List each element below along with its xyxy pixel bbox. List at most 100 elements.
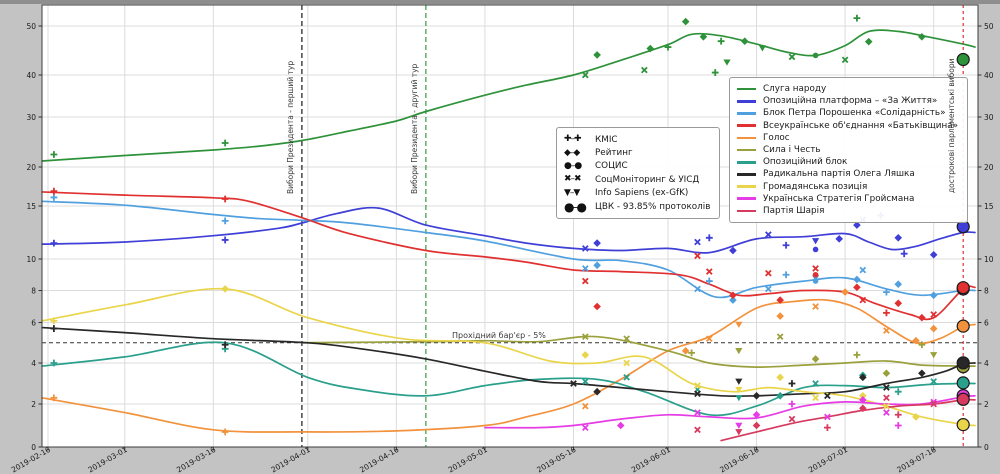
pollster-label: КМІС [595,134,618,145]
pollster-legend-item: ✖–✖ СоцМоніторинг & УІСД [564,173,710,186]
svg-text:4: 4 [31,359,36,368]
svg-text:2019-05-01: 2019-05-01 [447,445,489,474]
svg-text:2019-06-16: 2019-06-16 [718,445,760,474]
pollster-label: СОЦИС [595,161,628,172]
event-label: Вибори Президента - другий тур [409,63,419,194]
svg-text:2019-05-16: 2019-05-16 [535,445,577,474]
window-top-edge [0,0,1000,4]
svg-text:2019-04-16: 2019-04-16 [358,445,400,474]
svg-text:40: 40 [984,71,994,80]
threshold-label: Прохідний бар'єр - 5% [452,331,546,340]
party-legend: Слуга народу Опозиційна платформа – «За Ж… [729,77,968,224]
series-color-swatch [737,99,756,103]
party-legend-item: Опозиційна платформа – «За Життя» [737,95,958,107]
series-label: Опозиційний блок [763,157,848,168]
svg-text:8: 8 [31,286,36,295]
party-legend-item: Радикальна партія Олега Ляшка [737,168,958,180]
series-color-swatch [737,112,756,115]
series-label: Слуга народу [763,84,827,95]
series-label: Голос [763,132,790,143]
svg-text:50: 50 [26,22,36,31]
series-markers-batkivshchyna [50,187,970,322]
series-line-syla-i-chest [301,335,976,368]
svg-text:4: 4 [984,359,989,368]
svg-text:10: 10 [26,255,36,264]
event-label: дострокові парламентські вибори [947,58,957,193]
svg-text:6: 6 [984,318,989,327]
axes-frame [41,4,979,448]
svg-text:40: 40 [26,71,36,80]
svg-text:0: 0 [31,443,36,452]
svg-text:6: 6 [31,318,36,327]
series-label: Громадянська позиція [763,181,868,192]
svg-text:30: 30 [26,113,36,122]
pollster-legend-item: ●–● СОЦИС [564,160,710,173]
p-marker-icon: ✚–✚ [564,134,582,145]
event-label: Вибори Президента - перший тур [285,60,295,194]
t-marker-icon: ▼–▼ [564,187,580,198]
series-line-opzzh [41,206,976,254]
series-line-bpp [41,200,976,299]
svg-text:2: 2 [984,400,989,409]
x-marker-icon: ✖–✖ [564,174,582,185]
series-color-swatch [737,209,756,213]
series-markers-hromadianska-pozytsiia [50,285,970,432]
series-markers-partiia-shariia [694,392,970,436]
party-legend-item: Голос [737,132,958,144]
pollster-label: Info Sapiens (ex-GfK) [595,188,689,199]
series-label: Всеукраїнське об'єднання «Батьківщина» [763,120,958,131]
svg-text:2019-07-01: 2019-07-01 [807,445,849,474]
series-color-swatch [737,160,756,164]
pollster-legend-item: ✚–✚ КМІС [564,133,710,146]
C-marker-icon: ●–● [564,199,587,214]
series-label: Опозиційна платформа – «За Життя» [763,96,938,107]
series-line-sluha-narodu [41,29,976,162]
party-legend-item: Сила і Честь [737,144,958,156]
svg-text:15: 15 [26,202,36,211]
o-marker-icon: ●–● [564,160,582,171]
series-line-batkivshchyna [41,191,976,321]
pollster-legend: ✚–✚ КМІС ◆–◆ Рейтинг ●–● СОЦИС ✖–✖ СоцМоніторин… [556,127,721,220]
svg-text:20: 20 [26,163,36,172]
svg-text:15: 15 [984,202,994,211]
svg-text:2019-06-01: 2019-06-01 [630,445,672,474]
pollster-legend-item: ◆–◆ Рейтинг [564,146,710,159]
svg-text:2019-03-01: 2019-03-01 [87,445,129,474]
party-legend-item: Слуга народу [737,83,958,95]
gridlines [42,5,978,447]
series-color-swatch [737,87,756,91]
svg-text:2019-03-16: 2019-03-16 [175,445,217,474]
series-label: Сила і Честь [763,145,821,156]
svg-text:30: 30 [984,113,994,122]
series-color-swatch [737,136,756,140]
party-legend-item: Опозиційний блок [737,156,958,168]
series-markers-radykalna [50,325,970,400]
series-markers-sluha-narodu [50,14,970,158]
svg-text:0: 0 [984,443,989,452]
series-label: Партія Шарія [763,205,825,216]
series-label: Українська Стратегія Гройсмана [763,193,915,204]
series-label: Радикальна партія Олега Ляшка [763,169,915,180]
series-label: Блок Петра Порошенка «Солідарність» [763,108,946,119]
pollster-legend-item: ▼–▼ Info Sapiens (ex-GfK) [564,187,710,200]
d-marker-icon: ◆–◆ [564,147,580,158]
series-color-swatch [737,185,756,188]
svg-text:8: 8 [984,286,989,295]
pollster-legend-item: ●–● ЦВК - 93.85% протоколів [564,200,710,213]
svg-text:2019-04-01: 2019-04-01 [270,445,312,474]
svg-text:2019-07-16: 2019-07-16 [895,445,937,474]
party-legend-item: Громадянська позиція [737,181,958,193]
series-color-swatch [737,124,756,127]
party-legend-item: Блок Петра Порошенка «Солідарність» [737,107,958,119]
series-line-radykalna [41,326,976,398]
party-legend-item: Всеукраїнське об'єднання «Батьківщина» [737,120,958,132]
pollster-label: ЦВК - 93.85% протоколів [595,201,711,212]
plot-area [42,5,978,447]
svg-text:50: 50 [984,22,994,31]
svg-text:10: 10 [984,255,994,264]
pollster-label: СоцМоніторинг & УІСД [595,174,700,185]
series-color-swatch [737,148,756,152]
svg-text:2: 2 [31,400,36,409]
svg-text:20: 20 [984,163,994,172]
